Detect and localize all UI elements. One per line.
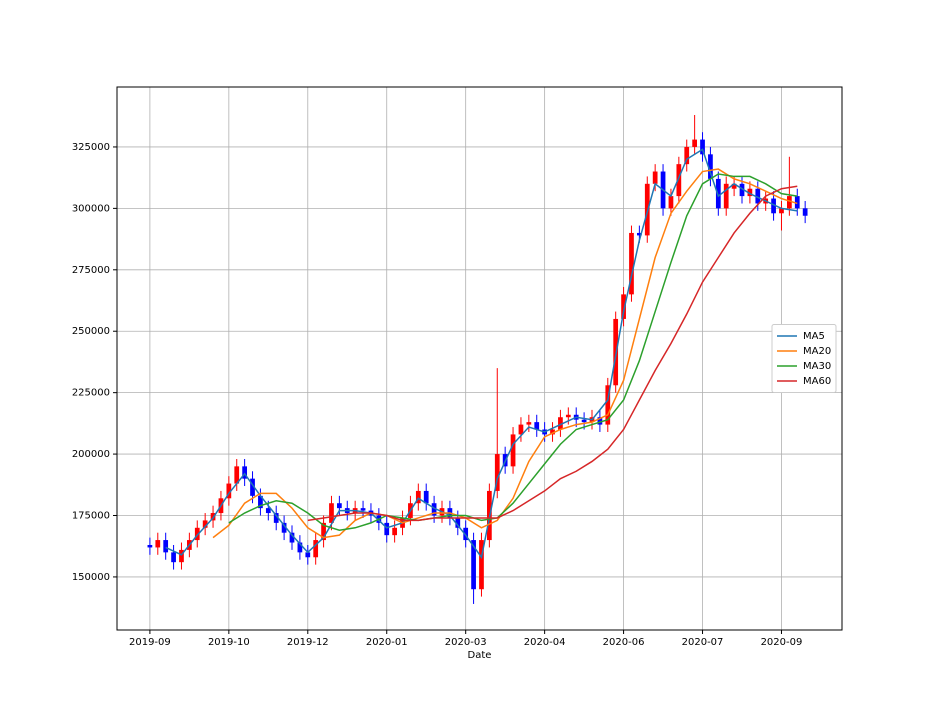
candle-body [755, 188, 761, 204]
candle-body [692, 139, 697, 147]
candle-body [305, 552, 311, 558]
candle-body [360, 508, 366, 511]
x-tick-label: 2020-06 [603, 637, 645, 648]
candle-body [455, 517, 461, 528]
y-tick-label: 300000 [72, 203, 110, 214]
ma-line [228, 173, 798, 532]
y-tick-label: 150000 [72, 572, 110, 583]
legend-box [771, 324, 837, 393]
ma-line [165, 148, 798, 560]
x-axis-label: Date [468, 650, 492, 661]
candle-body [700, 139, 705, 155]
candle-body [163, 540, 169, 553]
candle-body [415, 490, 421, 504]
candle-body [605, 385, 611, 425]
candle-body [265, 508, 271, 514]
candle-body [337, 503, 342, 509]
candle-body [684, 146, 690, 165]
candle-body [794, 196, 800, 209]
candle-body [431, 503, 437, 516]
candle-body [226, 483, 232, 499]
y-tick-label: 325000 [72, 142, 110, 153]
candle-body [629, 232, 634, 295]
candle-body [676, 164, 682, 197]
candle-body [463, 527, 469, 541]
candle-body [194, 527, 200, 541]
candle-body [731, 183, 737, 189]
candle-body [250, 478, 255, 496]
candle-body [747, 188, 753, 197]
candle-body [715, 178, 721, 209]
candle-body [471, 540, 476, 590]
ma-line [212, 168, 798, 539]
candle-body [621, 294, 626, 319]
candle-body [637, 232, 642, 236]
candle-body [242, 466, 247, 479]
y-tick-label: 275000 [72, 265, 110, 276]
x-tick-label: 2020-04 [524, 637, 566, 648]
candle-body [802, 208, 808, 216]
plot-frame [116, 86, 843, 631]
candle-body [558, 417, 563, 430]
candle-body [779, 208, 784, 214]
x-tick-label: 2020-09 [761, 637, 803, 648]
candle-body [297, 542, 303, 553]
candle-body [518, 424, 524, 435]
y-tick-label: 250000 [72, 326, 110, 337]
legend-label: MA20 [803, 346, 831, 357]
candle-body [494, 454, 500, 491]
candle-body [273, 513, 279, 523]
candle-body [289, 532, 295, 543]
candle-body [329, 503, 334, 523]
candle-body [526, 422, 532, 425]
candle-body [423, 490, 429, 504]
candle-body [565, 414, 571, 418]
candle-body [739, 183, 745, 197]
candle-body [234, 466, 240, 484]
candle-body [771, 198, 776, 214]
candle-body [652, 171, 658, 184]
candle-body [787, 196, 792, 209]
candle-body [179, 549, 184, 563]
y-tick-label: 175000 [72, 511, 110, 522]
candle-body [534, 422, 540, 430]
candle-body [258, 495, 263, 509]
ma-line [307, 185, 798, 522]
candle-body [202, 520, 208, 528]
x-tick-label: 2019-10 [208, 637, 250, 648]
candle-body [321, 522, 326, 541]
candle-body [155, 540, 161, 548]
y-tick-label: 200000 [72, 449, 110, 460]
x-tick-label: 2019-09 [129, 637, 171, 648]
candle-body [171, 552, 176, 563]
candle-body [281, 522, 287, 533]
candle-body [550, 429, 555, 435]
candle-body [392, 527, 397, 536]
candle-body [723, 183, 729, 209]
candle-body [479, 540, 484, 590]
x-tick-label: 2020-03 [445, 637, 487, 648]
candle-body [708, 154, 713, 179]
x-tick-label: 2020-07 [682, 637, 724, 648]
candle-body [384, 522, 390, 536]
legend: MA5 MA20 MA30 MA60 [771, 324, 837, 393]
x-tick-label: 2020-01 [366, 637, 408, 648]
candle-body [581, 419, 587, 423]
candle-body [147, 544, 153, 548]
legend-label: MA60 [803, 376, 831, 387]
legend-label: MA5 [803, 331, 825, 342]
candle-body [597, 417, 603, 425]
candle-body [510, 434, 516, 467]
y-tick-label: 225000 [72, 388, 110, 399]
legend-label: MA30 [803, 361, 831, 372]
candle-body [668, 196, 674, 209]
candle-body [313, 540, 319, 558]
x-tick-label: 2019-12 [287, 637, 329, 648]
